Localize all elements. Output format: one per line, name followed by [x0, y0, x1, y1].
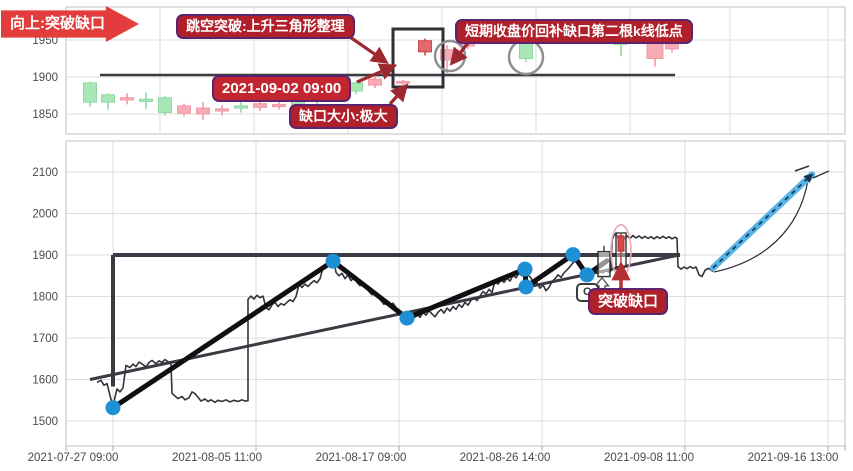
y-axis-label: 1850 [32, 109, 58, 121]
gap-red-candle [617, 235, 625, 252]
annotation-arrow [349, 35, 389, 65]
pivot-dot [518, 279, 534, 295]
projection-tip-tick [812, 170, 830, 179]
y-axis-label: 1800 [32, 292, 58, 304]
x-axis-label: 2021-09-16 13:00 [748, 452, 839, 464]
pivot-dot [325, 253, 341, 269]
pivot-dot [399, 310, 415, 326]
annotation-arrow [449, 42, 470, 66]
projection-arrow-blue [709, 171, 816, 272]
projection-tip-tick [794, 165, 810, 172]
pivot-dot [565, 247, 581, 263]
bottom-line-panel: 2100 2000 1900 1800 1700 1600 1500 2021-07-27 0… [28, 140, 846, 464]
projection-arc [713, 179, 809, 273]
label-gap-size: 缺口大小:极大 [289, 104, 398, 129]
annotation-arrow [388, 83, 409, 106]
pivot-dot [105, 400, 121, 416]
label-short-term-fill: 短期收盘价回补缺口第二根k线低点 [455, 19, 693, 44]
x-axis-label: 2021-09-08 11:00 [604, 452, 694, 464]
hollow-candle-marker [597, 250, 611, 278]
flag-upward-breakout-gap: 向上:突破缺口 [1, 6, 139, 42]
y-axis-label: 1500 [32, 416, 58, 428]
x-axis-label: 2021-08-05 11:00 [172, 452, 262, 464]
x-axis-label: 2021-08-26 14:00 [460, 452, 551, 464]
y-axis-label: 1700 [32, 333, 58, 345]
top-candlestick-panel: 1950 1900 1850 [32, 6, 846, 135]
gap-highlight-rect [391, 27, 445, 89]
pivot-dot [517, 261, 533, 277]
y-axis-label: 2000 [32, 209, 58, 221]
annotation-arrow [356, 63, 398, 84]
x-axis-label: 2021-07-27 09:00 [28, 452, 119, 464]
label-gap-date: 2021-09-02 09:00 [212, 75, 352, 102]
y-axis-label: 2100 [32, 167, 58, 179]
y-axis-label: 1900 [32, 250, 58, 262]
bottom-line-panel-grid [65, 140, 846, 447]
label-breakout-gap: 突破缺口 [588, 288, 669, 315]
y-axis-label: 1950 [32, 35, 58, 47]
y-axis-label: 1600 [32, 375, 58, 387]
pivot-dot [579, 267, 595, 283]
label-jump-breakout-triangle: 跳空突破:上升三角形整理 [176, 14, 355, 39]
zigzag-line [110, 252, 610, 411]
y-axis-label: 1900 [32, 72, 58, 84]
x-axis-label: 2021-08-17 09:00 [316, 452, 407, 464]
